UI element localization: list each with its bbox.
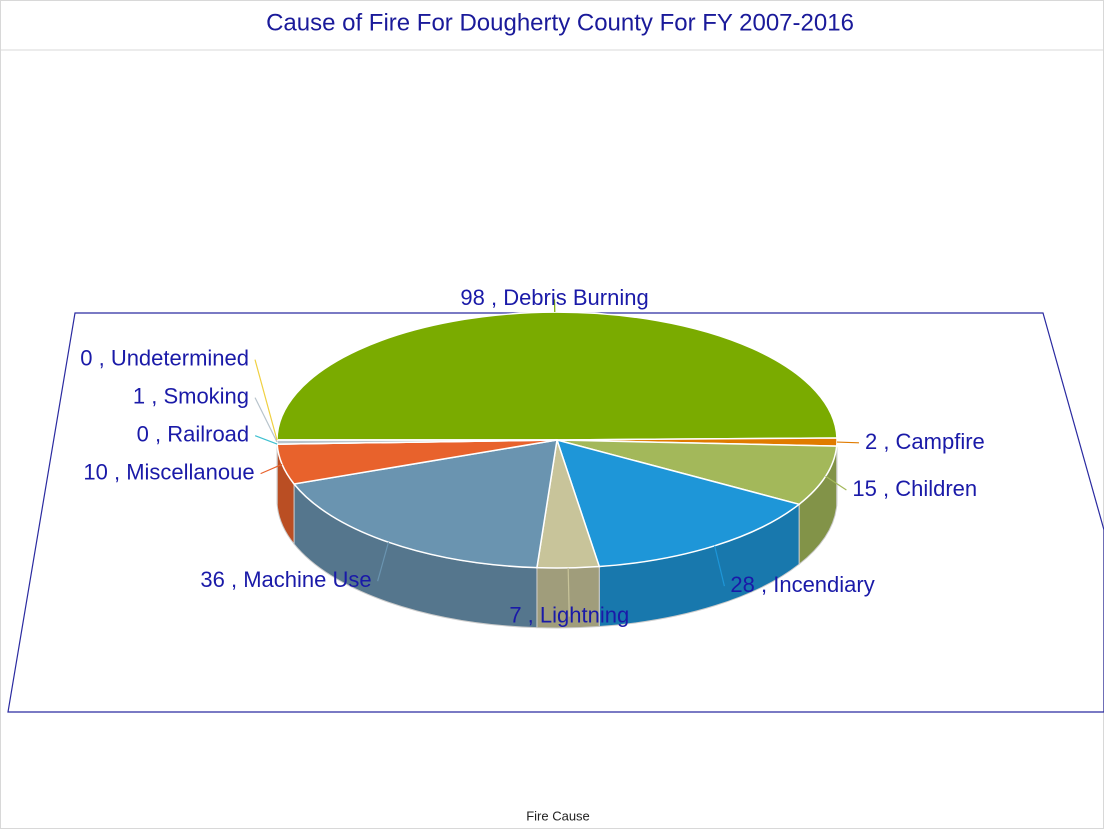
- leader-line: [836, 441, 859, 444]
- label-separator: ,: [145, 383, 163, 408]
- data-label: 0 , Railroad: [137, 421, 250, 446]
- label-category: Smoking: [163, 383, 249, 408]
- leader-line: [254, 397, 278, 443]
- label-separator: ,: [225, 567, 243, 592]
- label-separator: ,: [755, 572, 773, 597]
- label-separator: ,: [149, 421, 167, 446]
- label-separator: ,: [108, 459, 126, 484]
- label-separator: ,: [877, 429, 895, 454]
- data-label: 7 , Lightning: [509, 602, 629, 627]
- data-label: 98 , Debris Burning: [460, 285, 648, 310]
- leader-line: [254, 359, 278, 441]
- label-separator: ,: [485, 285, 503, 310]
- leader-line: [254, 435, 278, 445]
- slice: [556, 439, 838, 506]
- label-value: 36: [200, 567, 224, 592]
- label-value: 10: [83, 459, 107, 484]
- leader-line: [260, 463, 283, 475]
- label-category: Undetermined: [111, 345, 249, 370]
- label-category: Lightning: [540, 602, 629, 627]
- label-value: 2: [865, 429, 877, 454]
- label-value: 7: [509, 602, 521, 627]
- data-label: 2 , Campfire: [865, 429, 985, 454]
- label-value: 1: [133, 383, 145, 408]
- label-category: Miscellanoue: [126, 459, 254, 484]
- pie-tops: [276, 311, 838, 569]
- label-value: 28: [730, 572, 754, 597]
- leader-line: [567, 567, 570, 617]
- leader-line: [377, 542, 390, 582]
- label-category: Children: [895, 476, 977, 501]
- label-value: 0: [80, 345, 92, 370]
- label-category: Incendiary: [773, 572, 875, 597]
- x-axis-label: Fire Cause: [526, 808, 590, 823]
- label-separator: ,: [522, 602, 540, 627]
- label-separator: ,: [877, 476, 895, 501]
- label-value: 0: [137, 421, 149, 446]
- label-category: Debris Burning: [503, 285, 649, 310]
- leader-line: [714, 545, 725, 587]
- floor-plane: [7, 312, 1104, 713]
- label-category: Railroad: [167, 421, 249, 446]
- chart-title: Cause of Fire For Dougherty County For F…: [266, 9, 854, 36]
- data-label: 28 , Incendiary: [730, 572, 874, 597]
- data-label: 10 , Miscellanoue: [83, 459, 254, 484]
- slice: [276, 311, 838, 441]
- label-separator: ,: [92, 345, 110, 370]
- data-label: 15 , Children: [852, 476, 977, 501]
- slice: [555, 438, 801, 568]
- label-value: 98: [460, 285, 484, 310]
- data-label: 36 , Machine Use: [200, 567, 371, 592]
- label-value: 15: [852, 476, 876, 501]
- data-label: 0 , Undetermined: [80, 345, 249, 370]
- data-label: 1 , Smoking: [133, 383, 249, 408]
- pie-sides: [276, 439, 838, 629]
- label-category: Machine Use: [243, 567, 371, 592]
- leader-line: [825, 475, 847, 491]
- label-category: Campfire: [896, 429, 985, 454]
- pie-labels: 98 , Debris Burning 2 , Campfire 15 , Chil…: [80, 285, 985, 627]
- slice: [292, 439, 558, 569]
